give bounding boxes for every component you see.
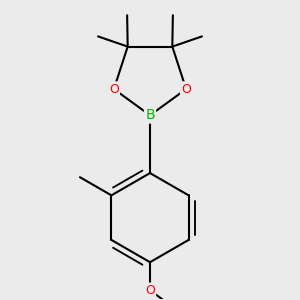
Text: O: O bbox=[181, 82, 191, 96]
Text: B: B bbox=[145, 108, 155, 122]
Text: O: O bbox=[109, 82, 119, 96]
Text: O: O bbox=[145, 284, 155, 297]
